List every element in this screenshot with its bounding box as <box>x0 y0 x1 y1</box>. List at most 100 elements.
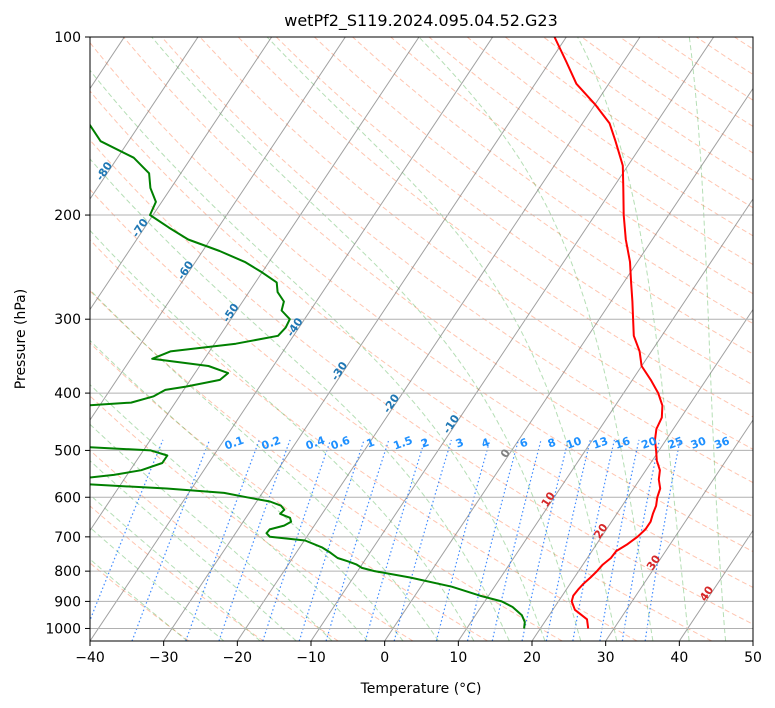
moist-adiabat <box>90 289 439 641</box>
dewpoint-profile-line <box>90 123 526 629</box>
x-tick-label: 0 <box>380 650 389 666</box>
moist-adiabat <box>90 526 225 641</box>
mixing-ratio-label: 20 <box>640 434 659 452</box>
isotherm-line <box>90 37 346 421</box>
y-axis-ticks: 100 200 300 400 500 600 700 800 900 1000 <box>45 30 90 637</box>
mixing-ratio-label: 1 <box>365 436 377 451</box>
isotherm-line <box>678 529 753 641</box>
moist-adiabat <box>90 494 261 641</box>
moist-adiabat <box>266 37 618 641</box>
dry-adiabat <box>90 342 488 641</box>
mixing-ratio-label: 8 <box>546 436 558 451</box>
x-tick-label: −20 <box>223 650 253 666</box>
mixing-ratio-line <box>393 439 452 641</box>
mixing-ratio-label: 30 <box>689 434 708 452</box>
y-tick-label: 300 <box>54 312 81 328</box>
dry-adiabat <box>390 37 753 295</box>
y-tick-label: 700 <box>54 530 81 546</box>
isotherm-line <box>163 37 567 641</box>
isotherm-line <box>457 198 753 641</box>
x-axis-ticks: −40 −30 −20 −10 0 10 20 30 40 50 <box>75 641 762 666</box>
mixing-ratio-line <box>644 439 681 641</box>
mixing-ratio-line <box>325 439 390 641</box>
y-tick-label: 1000 <box>45 621 81 637</box>
mixing-ratio-label: 2 <box>419 436 431 451</box>
mixing-ratio-label: 1.5 <box>392 434 415 453</box>
mixing-ratio-line <box>572 439 615 641</box>
x-tick-label: −30 <box>149 650 179 666</box>
mixing-ratio-label: 0.4 <box>304 434 327 453</box>
isotherm-line <box>90 37 420 532</box>
y-tick-label: 800 <box>54 564 81 580</box>
dry-adiabat <box>90 90 753 588</box>
mixing-ratio-line <box>599 439 640 641</box>
dry-adiabat <box>161 37 753 484</box>
moist-adiabat <box>418 37 654 641</box>
isotherm-line <box>90 37 199 200</box>
mixing-ratio-label: 10 <box>564 434 583 452</box>
background-reference-lines <box>90 37 753 641</box>
dry-adiabat <box>199 37 753 450</box>
plot-area: -100-90-80-70-60-50-40-30-20-10010203040… <box>90 37 753 641</box>
mixing-ratio-line <box>435 439 491 641</box>
y-tick-label: 400 <box>54 386 81 402</box>
mixing-ratio-labels: 0.1 0.2 0.4 0.6 1 1.5 2 3 4 6 8 10 13 16 20 25 30 36 <box>223 434 732 453</box>
moist-adiabat <box>90 158 510 641</box>
mixing-ratio-label: 3 <box>454 436 466 451</box>
mixing-ratio-line <box>521 439 569 641</box>
x-tick-label: −10 <box>296 650 326 666</box>
y-axis-label: Pressure (hPa) <box>13 289 29 389</box>
mixing-ratio-label: 4 <box>480 436 492 451</box>
mixing-ratio-line <box>298 439 365 641</box>
dry-adiabat <box>90 239 638 641</box>
x-tick-label: 40 <box>670 650 688 666</box>
mixing-ratio-label: 13 <box>591 434 610 451</box>
mixing-ratio-line <box>545 439 591 641</box>
dry-adiabat <box>237 37 753 418</box>
mixing-ratio-label: 25 <box>666 434 685 451</box>
dry-adiabat <box>90 395 414 641</box>
chart-title: wetPf2_S119.2024.095.04.52.G23 <box>284 11 558 31</box>
isotherm-line <box>531 308 753 641</box>
mixing-ratio-line <box>185 439 260 641</box>
moist-adiabat <box>90 558 188 641</box>
profile-series <box>90 37 664 629</box>
y-tick-label: 100 <box>54 30 81 46</box>
moist-adiabat <box>90 423 333 641</box>
x-tick-label: 10 <box>449 650 467 666</box>
dry-adiabat <box>90 139 753 625</box>
temperature-profile-line <box>553 37 664 629</box>
y-tick-label: 600 <box>54 490 81 506</box>
mixing-ratio-label: 0.2 <box>260 434 283 453</box>
moist-adiabat <box>151 37 582 641</box>
x-tick-label: 20 <box>523 650 541 666</box>
plot-frame <box>89 36 754 642</box>
x-tick-label: −40 <box>75 650 105 666</box>
mixing-ratio-label: 6 <box>518 436 530 451</box>
y-tick-label: 900 <box>54 594 81 610</box>
isotherm-line <box>384 87 753 641</box>
mixing-ratio-label: 36 <box>713 434 732 452</box>
moist-adiabat <box>577 37 690 641</box>
y-tick-label: 500 <box>54 443 81 459</box>
dry-adiabat <box>90 188 712 641</box>
pressure-gridlines <box>90 37 753 629</box>
x-tick-label: 50 <box>744 650 762 666</box>
isotherm-line <box>90 37 494 641</box>
mixing-ratio-label: 16 <box>613 434 632 452</box>
y-tick-label: 200 <box>54 208 81 224</box>
mixing-ratio-line <box>466 439 519 641</box>
mixing-ratio-label: 0.6 <box>329 434 352 453</box>
moist-adiabat <box>90 384 369 641</box>
mixing-ratio-line <box>621 439 660 641</box>
x-tick-label: 30 <box>597 650 615 666</box>
dry-adiabat <box>352 37 753 325</box>
x-axis-label: Temperature (°C) <box>360 681 482 697</box>
mixing-ratio-line <box>491 439 542 641</box>
isotherm-line <box>605 419 753 641</box>
moist-adiabat <box>688 37 727 641</box>
isotherm-line <box>90 37 273 311</box>
moist-adiabat <box>90 339 404 641</box>
